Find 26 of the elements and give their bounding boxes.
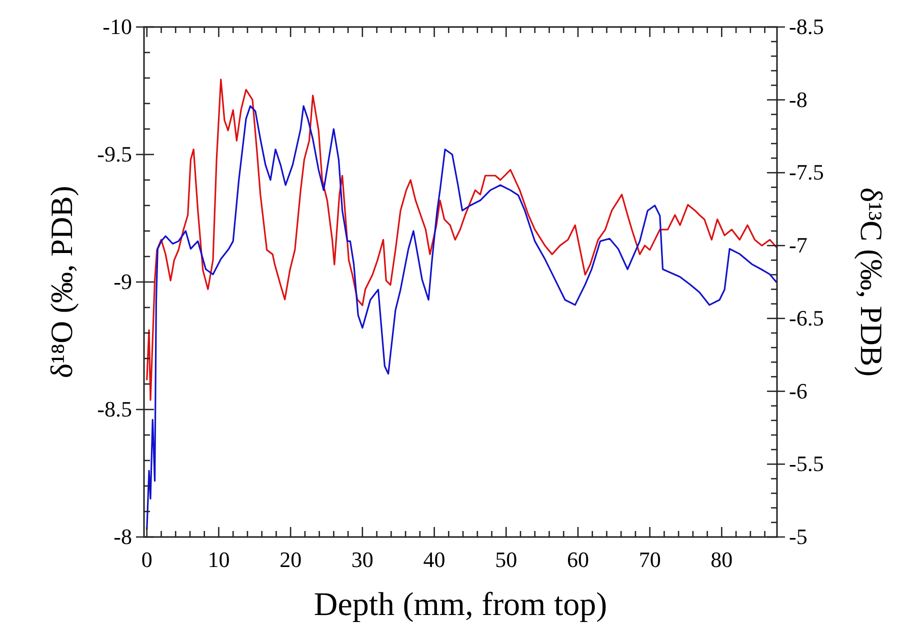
y2-tick-label: -5.5 — [789, 451, 824, 476]
x-tick-label: 60 — [566, 547, 589, 572]
line-series — [146, 78, 778, 401]
y-tick-label: -8 — [114, 524, 132, 549]
y2-tick-label: -7.5 — [789, 160, 824, 185]
x-tick-label: 80 — [710, 547, 733, 572]
y-tick-label: -9.5 — [97, 142, 132, 166]
x-tick-label: 0 — [141, 547, 152, 572]
x-axis-title: Depth (mm, from top) — [314, 587, 608, 623]
y-tick-label: -8.5 — [97, 396, 132, 422]
y2-axis-title: δ¹³C (‰, PDB) — [854, 187, 889, 377]
y2-tick-label: -6 — [789, 378, 808, 404]
y2-tick-label: -6.5 — [789, 305, 824, 330]
x-tick-label: 50 — [495, 547, 518, 572]
y2-tick-label: -8.5 — [789, 14, 824, 39]
x-tick-label: 20 — [280, 547, 302, 572]
x-tick-label: 70 — [638, 547, 661, 572]
x-tick-label: 10 — [208, 547, 230, 572]
y2-tick-label: -8 — [789, 86, 808, 112]
y2-tick-label: -7 — [789, 232, 808, 258]
x-tick-label: 40 — [423, 547, 446, 572]
y2-tick-label: -5 — [789, 524, 808, 549]
x-tick-label: 30 — [351, 547, 374, 572]
y-tick-label: -9 — [114, 269, 132, 294]
y-axis-title: δ¹⁸O (‰, PDB) — [44, 186, 79, 378]
y-tick-label: -10 — [102, 14, 132, 39]
